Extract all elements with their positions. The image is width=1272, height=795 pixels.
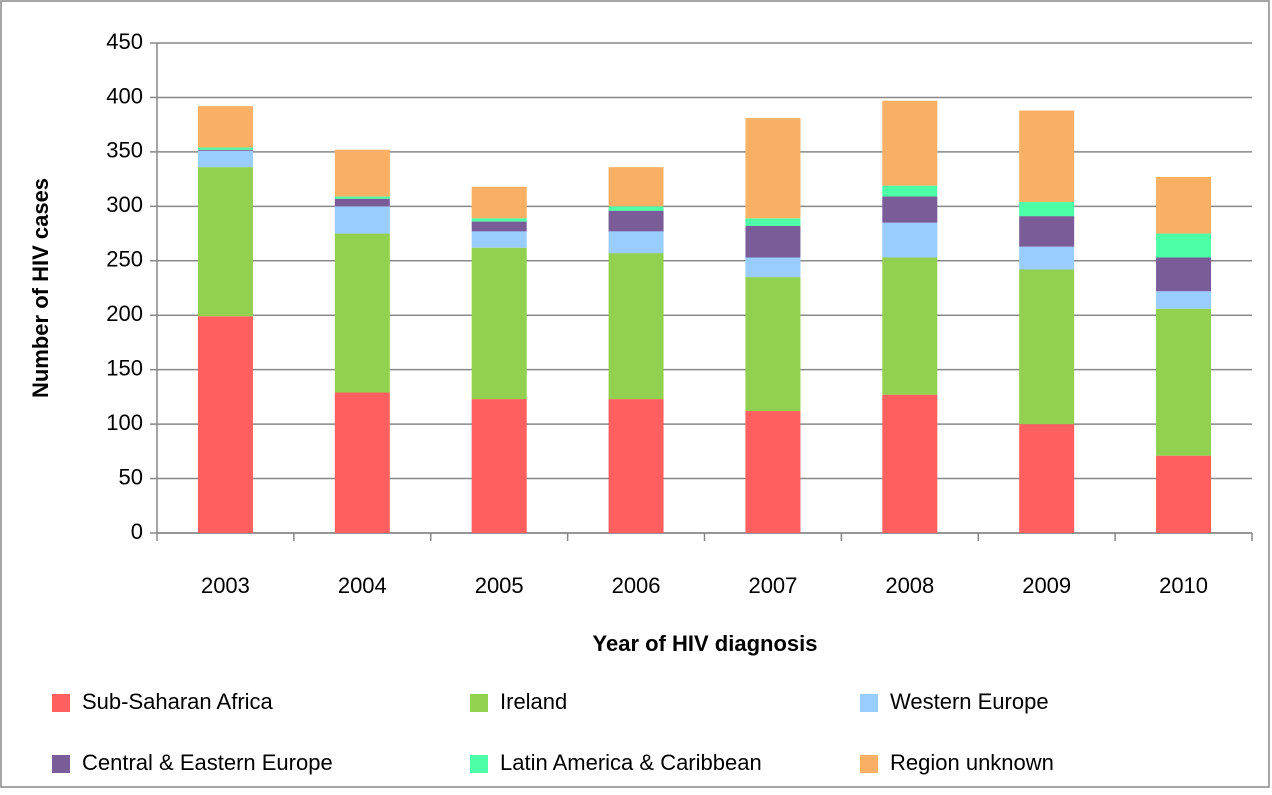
x-tick-label: 2006 xyxy=(612,573,661,598)
x-tick-label: 2005 xyxy=(475,573,524,598)
bar-segment xyxy=(334,196,390,199)
y-axis-title: Number of HIV cases xyxy=(28,178,53,398)
bar-segment xyxy=(197,149,253,151)
y-tick-label: 350 xyxy=(106,138,143,163)
x-tick-label: 2008 xyxy=(885,573,934,598)
legend-label: Western Europe xyxy=(890,689,1049,714)
bar-segment xyxy=(882,222,938,258)
bar-segment xyxy=(334,392,390,533)
bar-segment xyxy=(197,167,253,317)
bar-segment xyxy=(1019,424,1075,533)
y-tick-label: 100 xyxy=(106,410,143,435)
bar-segment xyxy=(1156,308,1212,456)
legend-swatch xyxy=(860,694,878,712)
y-tick-label: 200 xyxy=(106,301,143,326)
bar-segment xyxy=(471,231,527,248)
bar-segment xyxy=(745,277,801,412)
bar-segment xyxy=(1156,257,1212,292)
bar-segment xyxy=(1156,233,1212,258)
bar-segment xyxy=(608,253,664,400)
bar-segment xyxy=(334,198,390,207)
legend-label: Region unknown xyxy=(890,750,1054,775)
bar-segment xyxy=(882,100,938,186)
legend-swatch xyxy=(470,694,488,712)
legend-label: Latin America & Caribbean xyxy=(500,750,762,775)
x-tick-label: 2007 xyxy=(748,573,797,598)
bar-segment xyxy=(197,147,253,150)
bar-segment xyxy=(745,411,801,533)
bar-segment xyxy=(334,149,390,197)
bar-segment xyxy=(1019,216,1075,247)
bar-segment xyxy=(334,206,390,234)
bar-segment xyxy=(471,218,527,222)
bar-segment xyxy=(882,185,938,197)
bar-segment xyxy=(608,231,664,254)
bar-segment xyxy=(745,118,801,219)
bar-segment xyxy=(745,257,801,278)
x-tick-label: 2009 xyxy=(1022,573,1071,598)
bar-segment xyxy=(334,233,390,393)
x-tick-label: 2010 xyxy=(1159,573,1208,598)
bar-segment xyxy=(471,186,527,219)
bar-segment xyxy=(471,221,527,232)
y-tick-label: 400 xyxy=(106,83,143,108)
legend-label: Central & Eastern Europe xyxy=(82,750,333,775)
bar-segment xyxy=(608,399,664,533)
legend-swatch xyxy=(470,755,488,773)
y-tick-label: 450 xyxy=(106,29,143,54)
x-axis-title: Year of HIV diagnosis xyxy=(593,631,818,656)
legend-label: Sub-Saharan Africa xyxy=(82,689,274,714)
y-tick-label: 300 xyxy=(106,192,143,217)
bar-segment xyxy=(882,196,938,223)
bar-segment xyxy=(1156,176,1212,234)
bar-segment xyxy=(197,316,253,533)
y-tick-label: 50 xyxy=(119,464,143,489)
bar-segment xyxy=(471,399,527,533)
legend-swatch xyxy=(52,694,70,712)
bar-segment xyxy=(1019,201,1075,217)
legend-swatch xyxy=(860,755,878,773)
bar-segment xyxy=(1156,291,1212,309)
bar-segment xyxy=(882,394,938,533)
bar-segment xyxy=(745,218,801,226)
bar-segment xyxy=(471,247,527,400)
bar-segment xyxy=(1019,246,1075,270)
bar-segment xyxy=(197,106,253,148)
legend-swatch xyxy=(52,755,70,773)
bar-segment xyxy=(1019,110,1075,202)
bar-segment xyxy=(608,210,664,232)
bar-segment xyxy=(1156,455,1212,533)
bar-segment xyxy=(197,150,253,168)
y-tick-label: 250 xyxy=(106,247,143,272)
y-tick-label: 150 xyxy=(106,355,143,380)
bar-segment xyxy=(1019,269,1075,425)
bar-segment xyxy=(882,257,938,395)
x-tick-label: 2004 xyxy=(338,573,387,598)
y-tick-label: 0 xyxy=(131,519,143,544)
bar-segment xyxy=(745,225,801,258)
bar-segment xyxy=(608,206,664,211)
legend-label: Ireland xyxy=(500,689,567,714)
bar-segment xyxy=(608,167,664,207)
x-tick-label: 2003 xyxy=(201,573,250,598)
